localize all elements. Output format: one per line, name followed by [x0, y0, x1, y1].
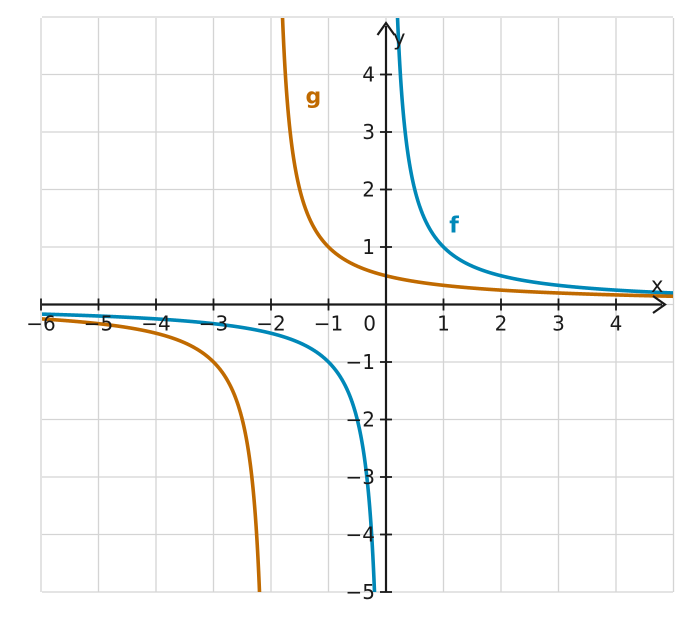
x-tick-label: −1 — [314, 312, 343, 336]
x-tick-label: −3 — [199, 312, 228, 336]
x-tick-label: 4 — [610, 312, 623, 336]
y-tick-label: −4 — [346, 523, 375, 547]
axes — [42, 21, 667, 592]
curve-label-g: g — [306, 84, 322, 109]
x-tick-label: 1 — [437, 312, 450, 336]
tick-labels: −6 −5 −4 −3 −2 −1 0 1 2 3 4 4 3 2 1 −1 −2 −3 −4 −5 — [26, 63, 622, 605]
y-axis-label: y — [393, 26, 405, 50]
x-tick-label: 0 — [363, 312, 376, 336]
y-tick-label: 4 — [362, 63, 375, 87]
y-axis-arrow — [376, 21, 396, 36]
curve-label-f: f — [449, 214, 459, 239]
ticks — [40, 73, 617, 593]
x-tick-label: 3 — [552, 312, 565, 336]
x-axis-label: x — [651, 273, 663, 297]
curve-f-branch-2 — [395, 18, 673, 295]
x-axis-arrow — [652, 295, 667, 314]
curve-f-branch-1 — [42, 312, 377, 592]
x-tick-label: 2 — [495, 312, 508, 336]
y-tick-label: −2 — [346, 408, 375, 432]
y-tick-label: 3 — [362, 120, 375, 144]
y-tick-label: −3 — [346, 465, 375, 489]
curves — [42, 18, 673, 592]
y-tick-label: 2 — [362, 178, 375, 202]
x-tick-label: −4 — [141, 312, 170, 336]
y-tick-label: −1 — [346, 350, 375, 374]
curve-g-branch-1 — [42, 317, 262, 592]
x-tick-label: −6 — [26, 312, 55, 336]
curve-g-branch-2 — [280, 18, 673, 299]
x-tick-label: −5 — [84, 312, 113, 336]
curve-labels: fg — [306, 84, 460, 238]
y-tick-label: 1 — [362, 235, 375, 259]
y-tick-label: −5 — [346, 580, 375, 604]
curve-group — [42, 18, 673, 592]
x-tick-label: −2 — [256, 312, 285, 336]
